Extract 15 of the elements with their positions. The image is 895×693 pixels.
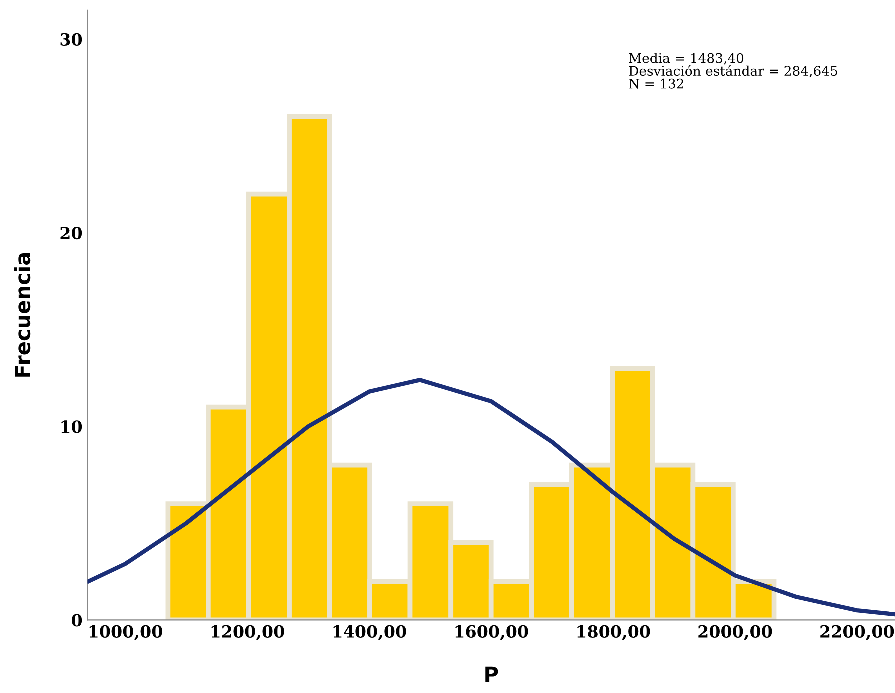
line-series <box>88 378 895 617</box>
y-tick-label: 30 <box>60 33 82 46</box>
x-tick-label: 1200,00 <box>212 625 284 641</box>
x-tick-label: 1400,00 <box>334 625 406 641</box>
x-tick-label: 1800,00 <box>578 625 650 641</box>
x-tick-label: 2200,00 <box>820 625 894 641</box>
y-tick-label: 10 <box>62 420 82 434</box>
annotation: Media = 1483,40 Desviación estándar = 284,645 N = 132 <box>629 53 838 89</box>
y-tick-label: 0 <box>72 614 82 627</box>
x-tick-label: 1000,00 <box>90 625 162 641</box>
x-tick-label: 1600,00 <box>456 625 528 641</box>
x-axis-title: P <box>486 666 498 682</box>
y-tick-label: 20 <box>60 226 82 240</box>
y-axis-title: Frecuencia <box>14 253 31 377</box>
x-tick-label: 2000,00 <box>698 625 772 641</box>
